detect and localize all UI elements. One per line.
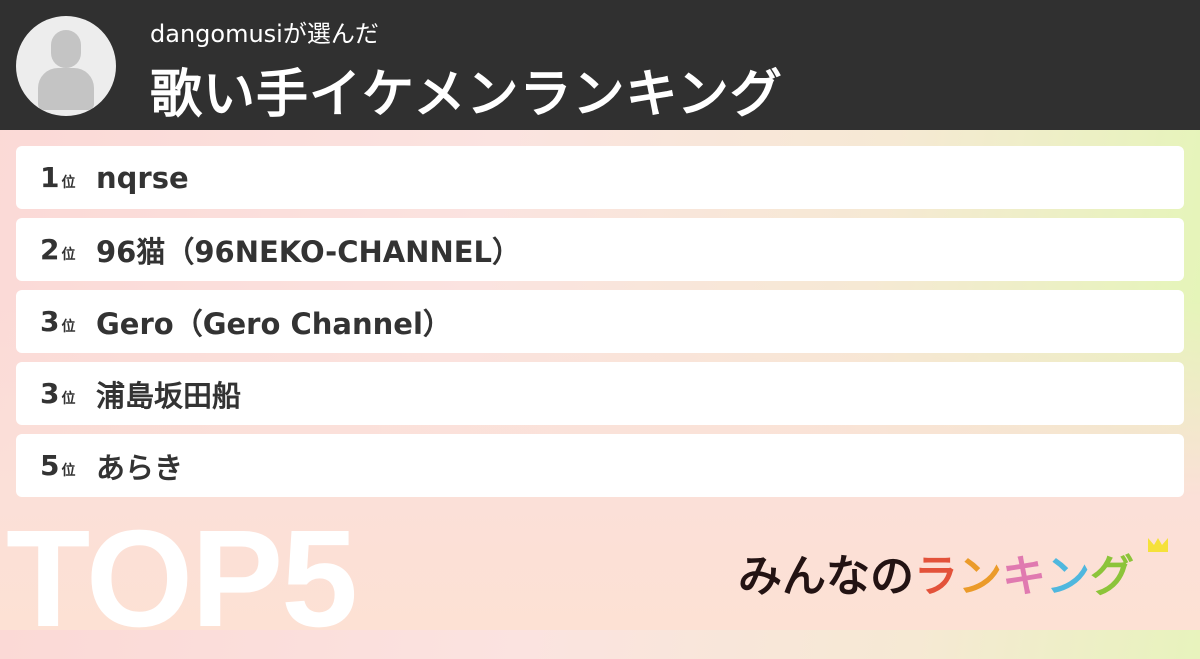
logo-char: キ [1002,551,1046,602]
logo-char: ン [958,551,1002,602]
item-name: Gero（Gero Channel） [96,306,452,341]
ranking-row[interactable]: 3 位 Gero（Gero Channel） [16,290,1184,353]
header: dangomusiが選んだ 歌い手イケメンランキング [0,0,1200,130]
ranking-row[interactable]: 3 位浦島坂田船 [16,362,1184,425]
item-name: nqrse [96,160,189,195]
user-icon-body [38,68,94,110]
page-title: 歌い手イケメンランキング [150,65,783,125]
site-logo: みんなの ラ ン キ ン グ [738,540,1134,604]
ranking-list: 1 位 nqrse 2 位 96猫（96NEKO-CHANNEL） 3 位 Gero（Ger… [16,146,1184,506]
subtitle: dangomusiが選んだ [150,20,379,48]
logo-char: ラ [914,551,958,602]
ranking-row[interactable]: 2 位 96猫（96NEKO-CHANNEL） [16,218,1184,281]
avatar [16,16,116,116]
top5-badge: TOP5 [6,502,358,656]
ranking-row[interactable]: 1 位 nqrse [16,146,1184,209]
logo-char: ン [1046,551,1090,602]
user-icon [51,30,81,68]
logo-char: グ [1090,551,1134,602]
item-name: 96猫（96NEKO-CHANNEL） [96,234,522,269]
logo-text: みんなの [738,551,914,602]
item-name: あらき [96,450,184,485]
ranking-row[interactable]: 5 位あらき [16,434,1184,497]
item-name: 浦島坂田船 [96,378,242,413]
